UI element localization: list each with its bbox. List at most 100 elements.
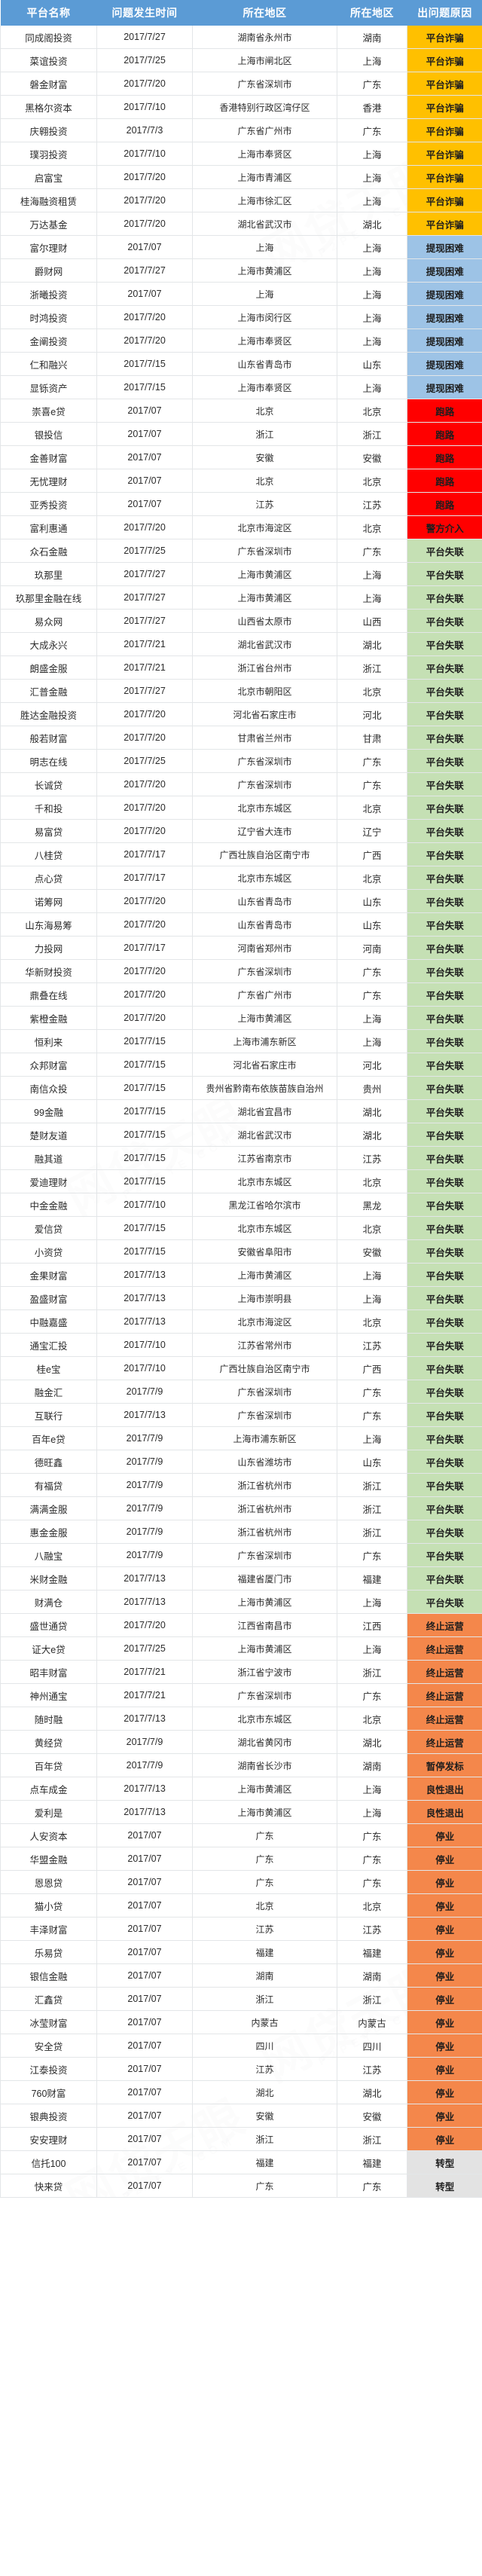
- cell-problem-date: 2017/7/10: [96, 1193, 193, 1217]
- table-row: 山东海易筹 2017/7/20 山东省青岛市 山东 平台失联: [0, 912, 482, 937]
- cell-platform-name: 胜达金融投资: [0, 702, 97, 726]
- status-badge: 平台失联: [407, 1099, 482, 1123]
- cell-region-city: 广东省深圳市: [192, 1683, 337, 1707]
- table-row: 庆翱投资 2017/7/3 广东省广州市 广东 平台诈骗: [0, 118, 482, 142]
- cell-platform-name: 启富宝: [0, 165, 97, 189]
- cell-problem-date: 2017/7/25: [96, 1636, 193, 1661]
- table-row: 金果财富 2017/7/13 上海市黄浦区 上海 平台失联: [0, 1263, 482, 1287]
- cell-problem-date: 2017/7/27: [96, 585, 193, 610]
- table-row: 互联行 2017/7/13 广东省深圳市 广东 平台失联: [0, 1403, 482, 1427]
- status-badge: 平台失联: [407, 1543, 482, 1567]
- cell-region-city: 安徽: [192, 445, 337, 469]
- cell-region-city: 山东省青岛市: [192, 912, 337, 937]
- table-row: 易富贷 2017/7/20 辽宁省大连市 辽宁 平台失联: [0, 819, 482, 843]
- cell-region-province: 江苏: [337, 1333, 407, 1357]
- cell-region-province: 北京: [337, 1707, 407, 1731]
- table-row: 冰莹财富 2017/07 内蒙古 内蒙古 停业: [0, 2010, 482, 2034]
- cell-platform-name: 无忧理财: [0, 469, 97, 493]
- cell-problem-date: 2017/07: [96, 1847, 193, 1871]
- cell-region-province: 上海: [337, 282, 407, 306]
- status-badge: 平台诈骗: [407, 165, 482, 189]
- cell-problem-date: 2017/7/10: [96, 1333, 193, 1357]
- cell-region-province: 广东: [337, 1847, 407, 1871]
- cell-region-province: 上海: [337, 562, 407, 586]
- status-badge: 良性退出: [407, 1800, 482, 1824]
- table-row: 中金金融 2017/7/10 黑龙江省哈尔滨市 黑龙 平台失联: [0, 1193, 482, 1217]
- table-row: 爵财网 2017/7/27 上海市黄浦区 上海 提现困难: [0, 258, 482, 283]
- cell-region-city: 黑龙江省哈尔滨市: [192, 1193, 337, 1217]
- table-row: 仁和融兴 2017/7/15 山东省青岛市 山东 提现困难: [0, 352, 482, 376]
- cell-region-city: 江苏: [192, 1917, 337, 1941]
- status-badge: 平台失联: [407, 1123, 482, 1147]
- table-row: 汇普金融 2017/7/27 北京市朝阳区 北京 平台失联: [0, 679, 482, 703]
- cell-region-province: 浙江: [337, 1520, 407, 1544]
- cell-problem-date: 2017/7/10: [96, 1356, 193, 1380]
- cell-platform-name: 银信金融: [0, 1963, 97, 1988]
- cell-region-city: 北京市朝阳区: [192, 679, 337, 703]
- cell-platform-name: 力投网: [0, 936, 97, 960]
- table-row: 长诚贷 2017/7/20 广东省深圳市 广东 平台失联: [0, 772, 482, 796]
- cell-problem-date: 2017/07: [96, 1987, 193, 2011]
- cell-region-province: 上海: [337, 1006, 407, 1030]
- cell-platform-name: 安全贷: [0, 2034, 97, 2058]
- table-row: 米财金融 2017/7/13 福建省厦门市 福建 平台失联: [0, 1566, 482, 1591]
- cell-region-city: 浙江省杭州市: [192, 1496, 337, 1520]
- cell-region-province: 广东: [337, 772, 407, 796]
- cell-problem-date: 2017/7/15: [96, 1146, 193, 1170]
- cell-problem-date: 2017/7/20: [96, 796, 193, 820]
- table-row: 八融宝 2017/7/9 广东省深圳市 广东 平台失联: [0, 1543, 482, 1567]
- status-badge: 平台失联: [407, 1450, 482, 1474]
- cell-region-province: 河北: [337, 1053, 407, 1077]
- cell-problem-date: 2017/7/27: [96, 258, 193, 283]
- cell-region-province: 广东: [337, 1543, 407, 1567]
- table-row: 通宝汇投 2017/7/10 江苏省常州市 江苏 平台失联: [0, 1333, 482, 1357]
- table-row: 快来贷 2017/07 广东 广东 转型: [0, 2174, 482, 2198]
- cell-region-city: 上海市黄浦区: [192, 585, 337, 610]
- status-badge: 平台诈骗: [407, 48, 482, 72]
- cell-platform-name: 金果财富: [0, 1263, 97, 1287]
- table-row: 显铄资产 2017/7/15 上海市奉贤区 上海 提现困难: [0, 375, 482, 399]
- cell-platform-name: 众邦财富: [0, 1053, 97, 1077]
- table-row: 随时融 2017/7/13 北京市东城区 北京 终止运营: [0, 1707, 482, 1731]
- cell-region-province: 广东: [337, 72, 407, 96]
- cell-problem-date: 2017/7/13: [96, 1707, 193, 1731]
- cell-region-city: 北京市东城区: [192, 1216, 337, 1240]
- cell-region-province: 江西: [337, 1613, 407, 1637]
- table-row: 点车成金 2017/7/13 上海市黄浦区 上海 良性退出: [0, 1777, 482, 1801]
- status-badge: 停业: [407, 1963, 482, 1988]
- cell-region-province: 上海: [337, 375, 407, 399]
- cell-region-city: 浙江: [192, 1987, 337, 2011]
- cell-platform-name: 仁和融兴: [0, 352, 97, 376]
- table-row: 有福贷 2017/7/9 浙江省杭州市 浙江 平台失联: [0, 1473, 482, 1497]
- cell-platform-name: 诺筹网: [0, 889, 97, 913]
- status-badge: 平台失联: [407, 936, 482, 960]
- status-badge: 转型: [407, 2150, 482, 2174]
- cell-region-city: 上海市奉贤区: [192, 142, 337, 166]
- cell-region-province: 浙江: [337, 1660, 407, 1684]
- cell-problem-date: 2017/7/9: [96, 1543, 193, 1567]
- status-badge: 平台失联: [407, 1216, 482, 1240]
- cell-region-city: 广东省深圳市: [192, 539, 337, 563]
- cell-platform-name: 八桂贷: [0, 842, 97, 866]
- status-badge: 平台失联: [407, 1309, 482, 1334]
- status-badge: 平台失联: [407, 1356, 482, 1380]
- cell-region-province: 广东: [337, 982, 407, 1007]
- cell-platform-name: 快来贷: [0, 2174, 97, 2198]
- cell-region-province: 黑龙: [337, 1193, 407, 1217]
- table-row: 安全贷 2017/07 四川 四川 停业: [0, 2034, 482, 2058]
- cell-platform-name: 易众网: [0, 609, 97, 633]
- cell-platform-name: 紫橙金融: [0, 1006, 97, 1030]
- cell-platform-name: 银典投资: [0, 2104, 97, 2128]
- table-row: 爱利是 2017/7/13 上海市黄浦区 上海 良性退出: [0, 1800, 482, 1824]
- table-row: 朗盛金服 2017/7/21 浙江省台州市 浙江 平台失联: [0, 655, 482, 680]
- cell-region-province: 河南: [337, 936, 407, 960]
- status-badge: 终止运营: [407, 1730, 482, 1754]
- table-row: 神州通宝 2017/7/21 广东省深圳市 广东 终止运营: [0, 1683, 482, 1707]
- cell-region-city: 上海市青浦区: [192, 165, 337, 189]
- cell-region-province: 贵州: [337, 1076, 407, 1100]
- status-badge: 停业: [407, 2057, 482, 2081]
- table-row: 浙曦投资 2017/07 上海 上海 提现困难: [0, 282, 482, 306]
- cell-problem-date: 2017/07: [96, 2010, 193, 2034]
- cell-platform-name: 冰莹财富: [0, 2010, 97, 2034]
- table-row: 点心贷 2017/7/17 北京市东城区 北京 平台失联: [0, 866, 482, 890]
